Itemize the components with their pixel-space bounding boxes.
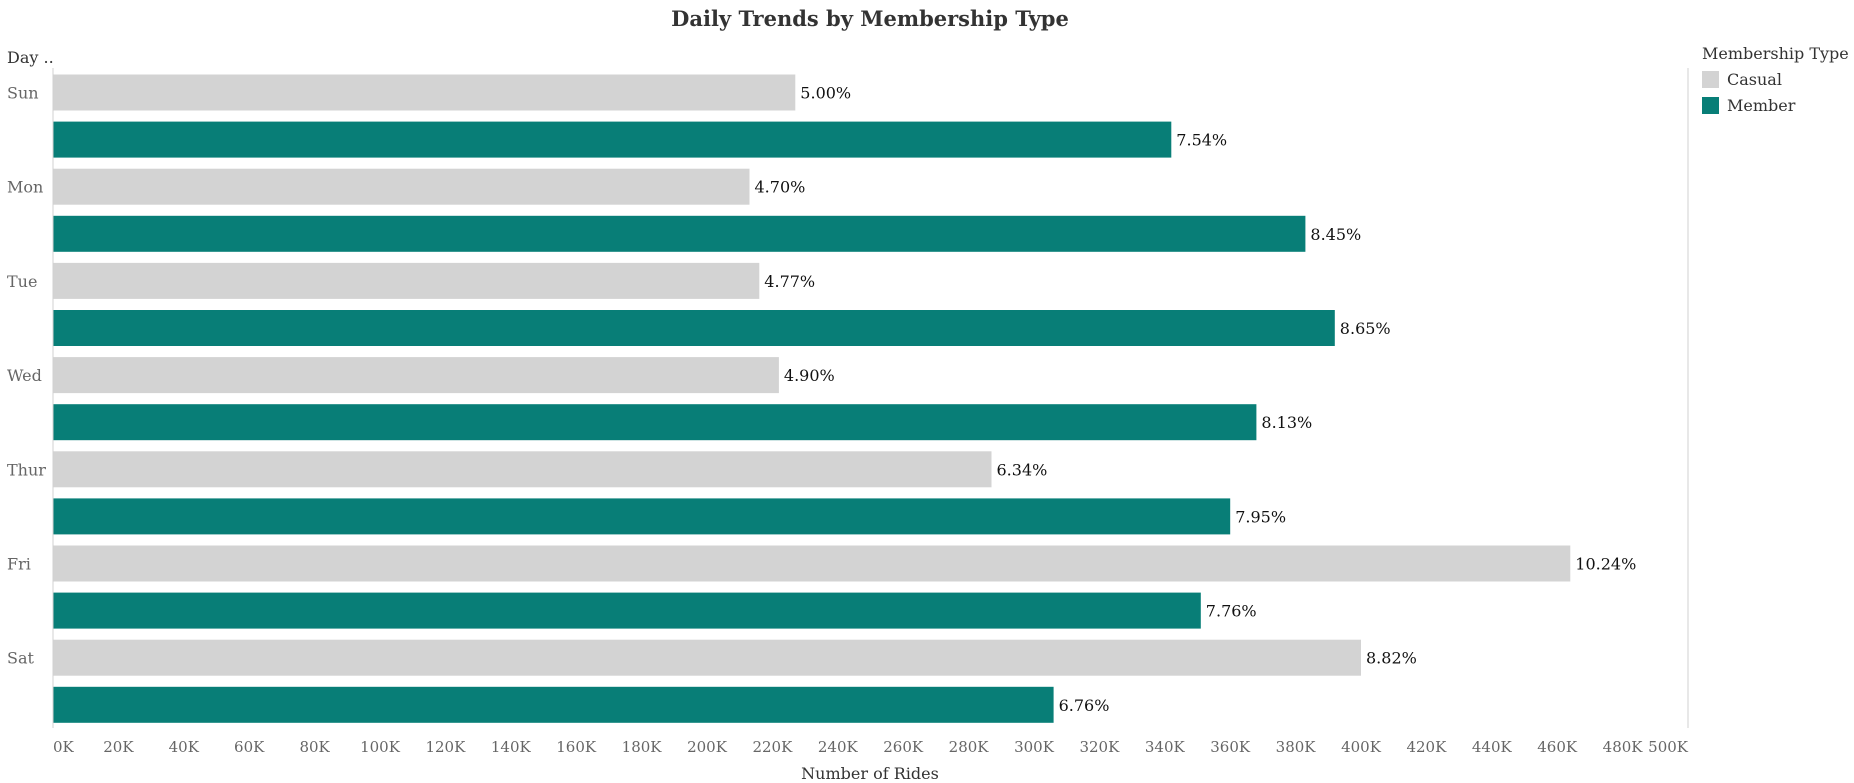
bar-label-wed-member: 8.13% [1261,413,1312,432]
x-tick-label: 460K [1537,738,1578,756]
x-tick-label: 100K [360,738,401,756]
bar-fri-casual[interactable] [53,545,1571,582]
x-tick-label: 140K [491,738,532,756]
bar-tue-casual[interactable] [53,262,760,299]
bar-label-tue-member: 8.65% [1340,319,1391,338]
legend-label-casual: Casual [1727,69,1782,89]
x-tick-label: 480K [1603,738,1644,756]
bar-mon-member[interactable] [53,215,1306,252]
x-tick-label: 280K [949,738,990,756]
bar-label-sat-casual: 8.82% [1366,649,1417,668]
x-tick-label: 360K [1210,738,1251,756]
bar-label-tue-casual: 4.77% [764,272,815,291]
bar-thur-member[interactable] [53,498,1231,535]
x-tick-label: 300K [1014,738,1055,756]
x-tick-label: 320K [1079,738,1120,756]
x-axis-ticks: 0K 20K 40K 60K 80K 100K 120K 140K 160K 180K 200K 22… [53,738,1689,756]
bar-thur-casual[interactable] [53,451,992,488]
x-tick-label: 0K [53,738,75,756]
legend-label-member: Member [1727,95,1796,115]
category-label-tue: Tue [7,272,37,291]
bar-label-sat-member: 6.76% [1059,696,1110,715]
chart-title: Daily Trends by Membership Type [671,6,1069,31]
x-tick-label: 20K [103,738,134,756]
bar-sun-member[interactable] [53,121,1172,158]
bar-tue-member[interactable] [53,310,1335,346]
x-tick-label: 420K [1406,738,1447,756]
bar-wed-member[interactable] [53,404,1257,441]
category-label-wed: Wed [7,366,42,385]
x-tick-label: 220K [752,738,793,756]
x-tick-label: 400K [1341,738,1382,756]
bars-layer: 5.00% 7.54% 4.70% 8.45% 4.77% 8.65% 4.90% 8.13%… [53,74,1636,723]
bar-sat-member[interactable] [53,686,1054,723]
bar-fri-member[interactable] [53,592,1201,629]
legend-title: Membership Type [1702,44,1849,63]
x-tick-label: 240K [818,738,859,756]
bar-label-sun-member: 7.54% [1176,131,1227,150]
category-label-sat: Sat [7,649,35,668]
category-label-fri: Fri [7,555,31,574]
x-tick-label: 380K [1276,738,1317,756]
x-tick-label: 340K [1145,738,1186,756]
category-labels: Sun Mon Tue Wed Thur Fri Sat [7,84,46,668]
x-tick-label: 180K [622,738,663,756]
legend: Membership Type Casual Member [1702,44,1849,118]
bar-label-mon-casual: 4.70% [755,178,806,197]
bar-sat-casual[interactable] [53,639,1361,676]
bar-label-thur-member: 7.95% [1235,507,1286,526]
legend-item-member[interactable]: Member [1702,92,1849,118]
bar-wed-casual[interactable] [53,357,779,394]
bar-label-thur-casual: 6.34% [997,460,1048,479]
bar-label-fri-casual: 10.24% [1575,555,1636,574]
x-tick-label: 40K [169,738,200,756]
x-tick-label: 500K [1648,738,1689,756]
x-tick-label: 200K [687,738,728,756]
x-tick-label: 80K [299,738,330,756]
bar-label-sun-casual: 5.00% [800,84,851,103]
bar-label-fri-member: 7.76% [1206,602,1257,621]
bar-mon-casual[interactable] [53,168,750,205]
bar-label-mon-member: 8.45% [1310,225,1361,244]
x-tick-label: 120K [425,738,466,756]
category-label-thur: Thur [7,460,46,479]
bar-sun-casual[interactable] [53,74,796,111]
x-tick-label: 260K [883,738,924,756]
row-header: Day .. [7,48,54,67]
x-tick-label: 440K [1472,738,1513,756]
x-tick-label: 160K [556,738,597,756]
category-label-mon: Mon [7,178,43,197]
category-label-sun: Sun [7,84,39,103]
x-axis-title: Number of Rides [801,764,939,783]
legend-swatch-casual [1702,70,1719,88]
bar-label-wed-casual: 4.90% [784,366,835,385]
legend-item-casual[interactable]: Casual [1702,66,1849,92]
legend-swatch-member [1702,96,1719,114]
x-tick-label: 60K [234,738,265,756]
